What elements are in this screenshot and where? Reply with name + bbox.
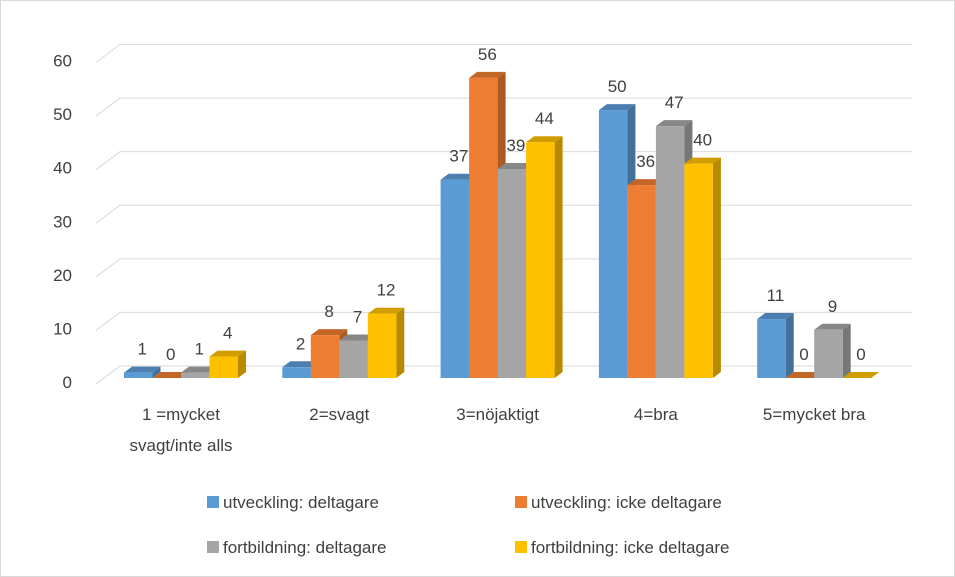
legend-label: fortbildning: deltagare: [223, 538, 387, 557]
bar: [655, 126, 685, 379]
data-label: 11: [767, 286, 785, 305]
bar: [497, 169, 527, 378]
data-label: 37: [449, 147, 468, 166]
bar-top: [814, 323, 851, 330]
bar-top: [124, 366, 161, 373]
bar-top: [757, 313, 794, 320]
bar: [310, 335, 340, 378]
bar-side: [554, 136, 563, 378]
bar: [757, 319, 786, 378]
data-label: 56: [478, 45, 497, 64]
bar: [598, 110, 628, 378]
bar-top: [785, 372, 823, 378]
grid-line: [95, 151, 912, 171]
data-label: 4: [223, 324, 232, 343]
data-label: 0: [856, 345, 865, 364]
bar-top: [367, 307, 405, 314]
x-tick-label: 1 =mycket svagt/inte alls: [129, 405, 233, 455]
data-label: 1: [138, 340, 147, 359]
bar-top: [684, 157, 721, 164]
data-label: 7: [353, 307, 362, 326]
x-tick-label: 5=mycket bra: [762, 405, 866, 424]
bar: [282, 367, 311, 378]
grid-line: [95, 97, 912, 117]
bar-top: [440, 173, 478, 180]
bar-side: [396, 307, 405, 378]
bar-top: [497, 163, 535, 170]
data-label: 12: [377, 281, 396, 300]
legend-label: fortbildning: icke deltagare: [531, 538, 729, 557]
x-tick-label: 2=svagt: [309, 405, 370, 424]
data-label: 50: [608, 77, 627, 96]
bar-top: [209, 350, 246, 357]
legend-label: utveckling: icke deltagare: [531, 493, 722, 512]
bar: [469, 77, 498, 378]
data-label: 44: [535, 109, 554, 128]
bar-top: [598, 104, 636, 111]
bar-side: [152, 366, 161, 378]
data-label: 8: [324, 302, 333, 321]
bar-top: [152, 372, 189, 378]
x-tick-label: 3=nöjaktigt: [456, 405, 539, 424]
data-label: 47: [665, 93, 684, 112]
data-label: 1: [195, 340, 204, 359]
data-label: 9: [828, 297, 837, 316]
bar-top: [655, 120, 693, 127]
bar-top: [627, 179, 664, 186]
legend-swatch: [207, 541, 219, 553]
bar: [367, 313, 397, 378]
legend-label: utveckling: deltagare: [223, 493, 379, 512]
legend-swatch: [207, 496, 219, 508]
bar-top: [842, 372, 880, 378]
y-tick-label: 50: [53, 105, 72, 124]
data-label: 40: [693, 131, 712, 150]
bar-top: [181, 366, 218, 373]
bar-top: [469, 71, 506, 78]
y-tick-label: 30: [53, 212, 72, 231]
data-label: 0: [166, 345, 175, 364]
bar: [124, 372, 153, 378]
bar: [627, 185, 656, 378]
bar-top: [339, 334, 376, 341]
bar: [814, 329, 843, 378]
y-tick-label: 10: [53, 319, 72, 338]
grid-line: [95, 44, 912, 63]
y-tick-label: 40: [53, 159, 72, 178]
data-label: 0: [799, 345, 808, 364]
legend-swatch: [515, 541, 527, 553]
bar: [339, 340, 368, 378]
bar-side: [238, 350, 246, 378]
bar-top: [310, 329, 348, 336]
bar: [181, 372, 210, 378]
data-label: 39: [506, 136, 525, 155]
bar: [209, 356, 238, 378]
bar-top: [282, 361, 319, 368]
y-tick-label: 0: [63, 373, 72, 392]
y-tick-label: 60: [53, 52, 72, 71]
x-tick-label: 4=bra: [633, 405, 678, 424]
bar: [684, 163, 713, 378]
data-label: 36: [636, 152, 655, 171]
bar-side: [785, 313, 794, 378]
legend-swatch: [515, 496, 527, 508]
y-tick-label: 20: [53, 266, 72, 285]
bar-side: [842, 323, 851, 378]
data-label: 2: [296, 334, 305, 353]
bar: [440, 179, 470, 378]
bar-side: [712, 157, 721, 378]
bar: [526, 142, 555, 378]
bar-top: [526, 136, 563, 143]
